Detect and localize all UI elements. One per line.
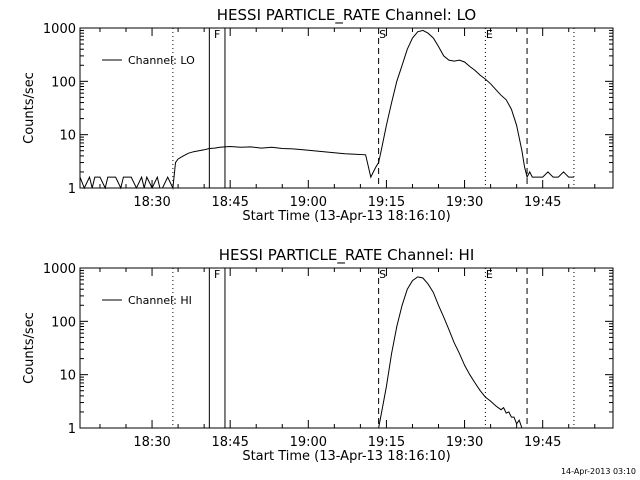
panel-1-y-tick-label: 1000 [43,22,76,37]
panel-2-x-axis-label: Start Time (13-Apr-13 18:16:10) [242,449,450,464]
panel-1-x-tick-label: 19:45 [524,195,561,210]
panel-2-x-tick-label: 19:30 [446,435,483,450]
panel-1-x-axis-label: Start Time (13-Apr-13 18:16:10) [242,209,450,224]
panel-2-legend-label: Channel: HI [128,294,192,307]
panel-2-y-axis-label: Counts/sec [22,312,37,384]
panel-1-title: HESSI PARTICLE_RATE Channel: LO [217,6,476,25]
panel-1-y-tick-label: 1 [68,182,76,197]
panel-1-y-tick-label: 100 [51,75,76,90]
panel-2-y-tick-label: 10 [59,369,76,384]
panel-2-x-tick-label: 19:45 [524,435,561,450]
panel-2-series-line [378,276,523,429]
panel-2-x-tick-label: 19:00 [290,435,327,450]
panel-1-axes-frame [79,27,614,189]
panel-1-y-tick-label: 10 [59,129,76,144]
panel-2-axes-frame [79,267,614,429]
panel-1-x-tick-label: 19:15 [368,195,405,210]
panel-1-x-tick-label: 19:30 [446,195,483,210]
panel-2-y-tick-label: 100 [51,315,76,330]
panel-1-x-tick-label: 19:00 [290,195,327,210]
panel-1-marker-label: E [486,28,493,41]
panel-1-x-tick-label: 18:30 [133,195,170,210]
panel-2-x-tick-label: 19:15 [368,435,405,450]
panel-1-series-line [79,29,574,190]
panel-2-marker-label: F [214,268,220,281]
panel-1-legend-label: Channel: LO [128,54,195,67]
panel-2-x-tick-label: 18:30 [133,435,170,450]
panel-1-x-tick-label: 18:45 [211,195,248,210]
panel-2-y-tick-label: 1000 [43,262,76,277]
panel-1-y-axis-label: Counts/sec [22,72,37,144]
panel-2-title: HESSI PARTICLE_RATE Channel: HI [219,246,475,265]
panel-2-y-tick-label: 1 [68,422,76,437]
panel-1-marker-label: S [379,28,386,41]
panel-2-marker-label: E [486,268,493,281]
panel-1-marker-label: F [214,28,220,41]
panel-2-marker-label: S [379,268,386,281]
timestamp: 14-Apr-2013 03:10 [561,467,636,476]
panel-2-x-tick-label: 18:45 [211,435,248,450]
